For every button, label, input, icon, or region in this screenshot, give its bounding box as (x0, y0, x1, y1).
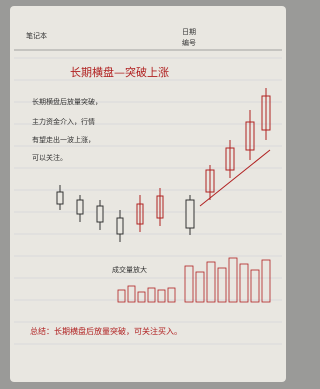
date-label: 日期 (182, 28, 196, 36)
note-title: 长期横盘—突破上涨 (70, 65, 169, 79)
body-line: 主力资金介入，行情 (32, 117, 95, 126)
photo: 笔记本 日期 编号 长期横盘—突破上涨 长期横盘后放量突破， 主力资金介入，行情… (0, 0, 296, 389)
no-label: 编号 (182, 38, 196, 47)
paper (10, 6, 286, 382)
volume-label: 成交量放大 (112, 265, 147, 274)
body-line: 可以关注。 (32, 153, 67, 162)
body-line: 长期横盘后放量突破， (32, 97, 102, 106)
summary: 总结：长期横盘后放量突破，可关注买入。 (30, 326, 182, 336)
brand: 笔记本 (26, 31, 47, 40)
body-line: 有望走出一波上涨， (32, 135, 95, 144)
notebook: 笔记本 日期 编号 长期横盘—突破上涨 长期横盘后放量突破， 主力资金介入，行情… (0, 0, 296, 389)
